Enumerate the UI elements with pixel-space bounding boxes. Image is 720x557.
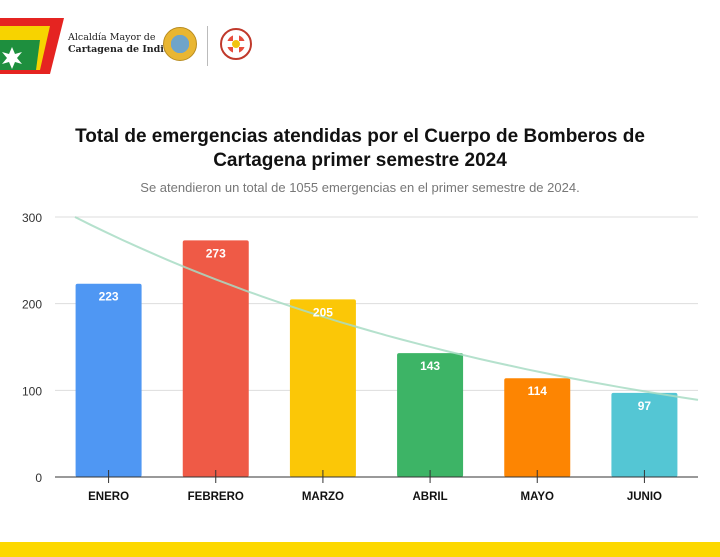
data-label: 114 — [528, 384, 548, 398]
org-name: Alcaldía Mayor de Cartagena de Indias — [68, 32, 175, 56]
logo-divider — [207, 26, 208, 66]
gridlines — [55, 216, 698, 391]
footer-color-band — [0, 542, 720, 557]
data-label: 273 — [206, 246, 226, 260]
data-label: 143 — [420, 359, 440, 373]
y-tick-label: 200 — [22, 298, 42, 312]
chart-title-line1: Total de emergencias atendidas por el Cu… — [75, 126, 645, 147]
x-tick-label: MAYO — [521, 491, 554, 503]
x-tick-label: ABRIL — [413, 491, 448, 503]
data-label: 205 — [313, 305, 333, 319]
y-tick-label: 300 — [22, 211, 42, 225]
data-label: 223 — [99, 290, 119, 304]
x-tick-label: MARZO — [302, 491, 344, 503]
bar-marzo — [289, 299, 356, 477]
x-tick-label: JUNIO — [627, 491, 662, 503]
y-tick-label: 100 — [22, 384, 42, 398]
trendline — [74, 216, 699, 401]
chart-title-line2: Cartagena primer semestre 2024 — [213, 150, 507, 171]
fire-department-crest-logo — [220, 28, 252, 60]
chart-subtitle: Se atendieron un total de 1055 emergenci… — [140, 180, 580, 195]
y-axis-ticks: 0 100 200 300 — [22, 211, 42, 485]
org-name-line2: Cartagena de Indias — [68, 44, 176, 55]
bar-febrero — [182, 240, 249, 477]
bar-abril — [397, 353, 464, 477]
header: Alcaldía Mayor de Cartagena de Indias — [0, 18, 300, 78]
chart-title: Total de emergencias atendidas por el Cu… — [0, 125, 720, 173]
bar-junio — [611, 392, 678, 477]
x-tick-label: FEBRERO — [188, 491, 244, 503]
bar-chart: 0 100 200 300 223 273 205 143 114 97 ENERO FEBRER… — [22, 211, 699, 503]
flag-logo — [0, 18, 64, 74]
data-label: 97 — [638, 399, 652, 413]
org-name-line1: Alcaldía Mayor de — [68, 32, 156, 43]
city-seal-logo — [163, 27, 197, 61]
data-labels: 223 273 205 143 114 97 — [99, 246, 652, 413]
bars — [75, 240, 678, 477]
bar-enero — [75, 283, 142, 477]
bar-mayo — [504, 378, 571, 477]
y-tick-label: 0 — [35, 471, 42, 485]
x-axis-ticks: ENERO FEBRERO MARZO ABRIL MAYO JUNIO — [88, 470, 662, 503]
x-tick-label: ENERO — [88, 491, 129, 503]
